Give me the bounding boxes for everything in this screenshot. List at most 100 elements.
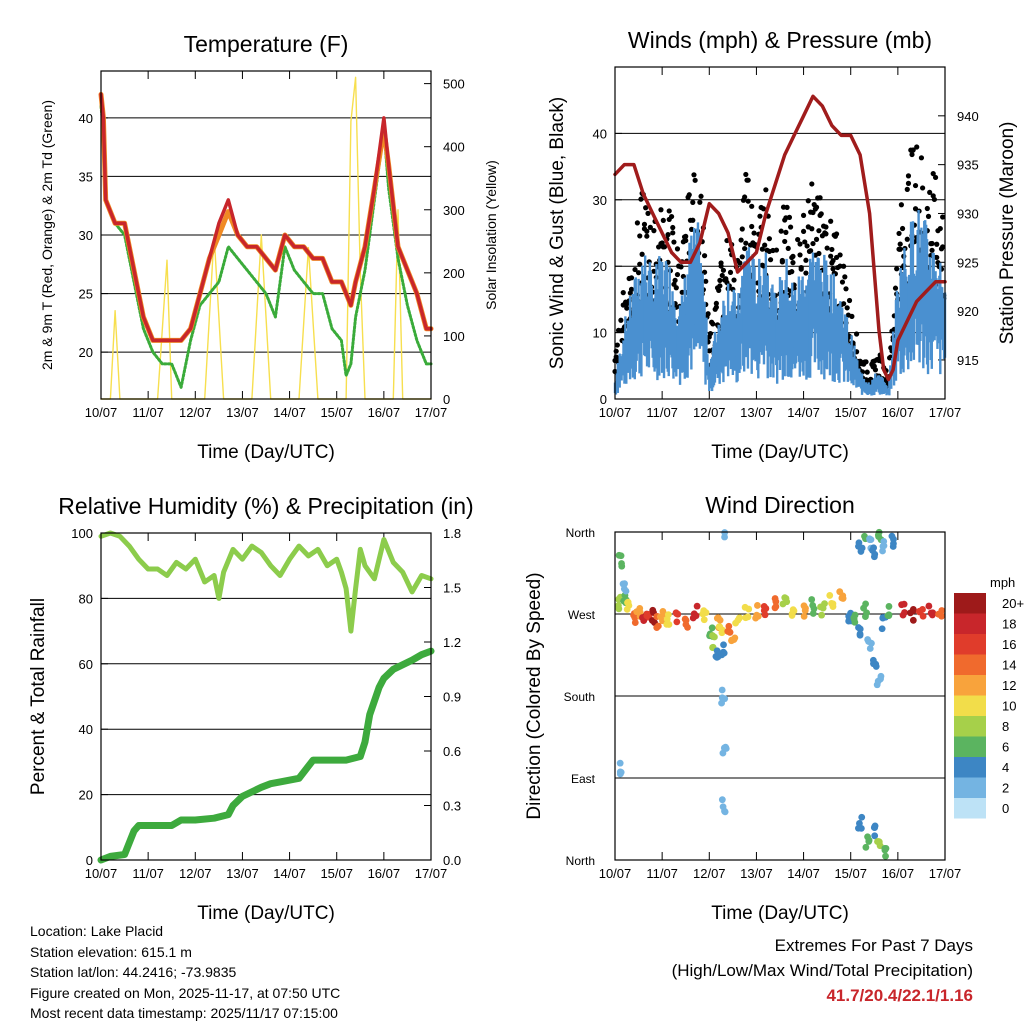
legend-label: 14 xyxy=(1002,658,1016,673)
gust-point xyxy=(628,286,635,292)
gust-point xyxy=(698,193,704,199)
humidity-xtick-label: 10/07 xyxy=(85,866,118,881)
direction-point xyxy=(772,603,780,610)
direction-ylabel: Direction (Colored By Speed) xyxy=(524,572,545,819)
gust-point xyxy=(896,230,902,237)
gust-point xyxy=(719,272,725,279)
direction-point xyxy=(909,616,917,624)
winds-frame xyxy=(614,66,946,400)
pressure-series xyxy=(613,94,947,382)
gust-point xyxy=(691,172,697,178)
winds-xtick-label: 11/07 xyxy=(646,405,678,420)
gust-point xyxy=(614,342,620,348)
gust-point xyxy=(644,228,650,234)
gust-point xyxy=(804,243,810,249)
temperature-panel: Temperature (F) Time (Day/UTC) 10/07 11/07 1… xyxy=(39,31,499,463)
direction-point xyxy=(925,602,933,610)
gust-point xyxy=(789,269,795,275)
gust-point xyxy=(713,304,719,310)
gust-point xyxy=(813,204,820,210)
gust-point xyxy=(790,260,796,266)
humidity-xtick-label: 12/07 xyxy=(179,866,212,881)
rh-series xyxy=(98,530,434,634)
direction-point xyxy=(871,832,879,840)
gust-point xyxy=(638,196,644,202)
direction-point xyxy=(720,641,727,649)
y-tick-label: 0 xyxy=(600,392,607,407)
direction-point xyxy=(721,533,728,541)
gust-point xyxy=(716,287,722,293)
gust-point xyxy=(658,207,664,213)
winds-xtick-label: 14/07 xyxy=(787,405,820,420)
temperature-xtick-label: 10/07 xyxy=(85,405,118,420)
gust-point xyxy=(800,212,807,218)
gust-point xyxy=(829,246,835,253)
gust-point xyxy=(912,182,919,189)
gust-point xyxy=(713,300,719,307)
gust-point xyxy=(797,252,803,258)
direction-point xyxy=(845,617,853,625)
gust-point xyxy=(628,275,635,281)
gust-point xyxy=(674,246,681,252)
y2-tick-label: 0 xyxy=(443,392,450,407)
gust-point xyxy=(661,244,668,250)
precip-series xyxy=(97,647,435,864)
gust-point xyxy=(813,236,820,242)
gust-point xyxy=(784,204,790,210)
gust-point xyxy=(920,185,926,191)
humidity-xtick-label: 16/07 xyxy=(368,866,401,881)
y2-tick-label: 915 xyxy=(957,353,979,368)
direction-point xyxy=(689,614,697,622)
direction-tick-label: West xyxy=(568,608,596,622)
direction-point xyxy=(866,645,874,652)
station-info: Location: Lake Placid Station elevation:… xyxy=(30,921,340,1024)
direction-xtick-label: 17/07 xyxy=(929,866,962,881)
y-tick-label: 20 xyxy=(593,259,607,274)
temperature-frame xyxy=(100,70,432,400)
direction-point xyxy=(802,604,809,612)
gust-point xyxy=(613,348,619,354)
direction-point xyxy=(722,743,729,751)
gust-point xyxy=(651,268,657,274)
gust-point xyxy=(863,359,869,365)
direction-point xyxy=(725,622,733,630)
gust-point xyxy=(842,274,848,280)
gust-point xyxy=(683,237,689,244)
winds-xlabel: Time (Day/UTC) xyxy=(711,442,849,463)
extremes-values: 41.7/20.4/22.1/1.16 xyxy=(826,986,973,1005)
legend-swatch xyxy=(954,613,986,634)
direction-point xyxy=(839,595,847,602)
y-tick-label: 0 xyxy=(86,853,93,868)
gust-point xyxy=(786,214,793,220)
gust-point xyxy=(934,254,940,261)
direction-point xyxy=(783,598,791,606)
direction-xtick-label: 13/07 xyxy=(740,866,773,881)
legend-label: 10 xyxy=(1002,699,1016,714)
gust-point xyxy=(927,189,933,196)
y2-tick-label: 935 xyxy=(957,158,979,173)
humidity-xtick-label: 15/07 xyxy=(320,866,353,881)
y2-tick-label: 500 xyxy=(443,77,465,92)
direction-point xyxy=(865,836,873,844)
y-tick-label: 20 xyxy=(79,788,93,803)
gust-point xyxy=(929,247,935,253)
legend-label: 8 xyxy=(1002,719,1009,734)
gust-point xyxy=(795,236,801,243)
direction-point xyxy=(819,604,827,612)
gust-point xyxy=(701,253,708,259)
direction-point xyxy=(711,633,718,641)
direction-point xyxy=(880,542,888,550)
direction-point xyxy=(866,535,873,543)
y-tick-label: 100 xyxy=(71,526,93,541)
winds-ylabel: Sonic Wind & Gust (Blue, Black) xyxy=(547,97,568,369)
gust-point xyxy=(624,305,630,311)
legend-swatch xyxy=(954,716,986,737)
y-tick-label: 60 xyxy=(79,657,93,672)
gust-point xyxy=(833,231,840,237)
y2-tick-label: 300 xyxy=(443,203,465,218)
gust-point xyxy=(644,233,650,239)
humidity-panel: Relative Humidity (%) & Precipitation (i… xyxy=(28,493,474,924)
direction-point xyxy=(809,610,817,617)
gust-point xyxy=(937,225,943,232)
y2-tick-label: 0.3 xyxy=(443,799,461,814)
